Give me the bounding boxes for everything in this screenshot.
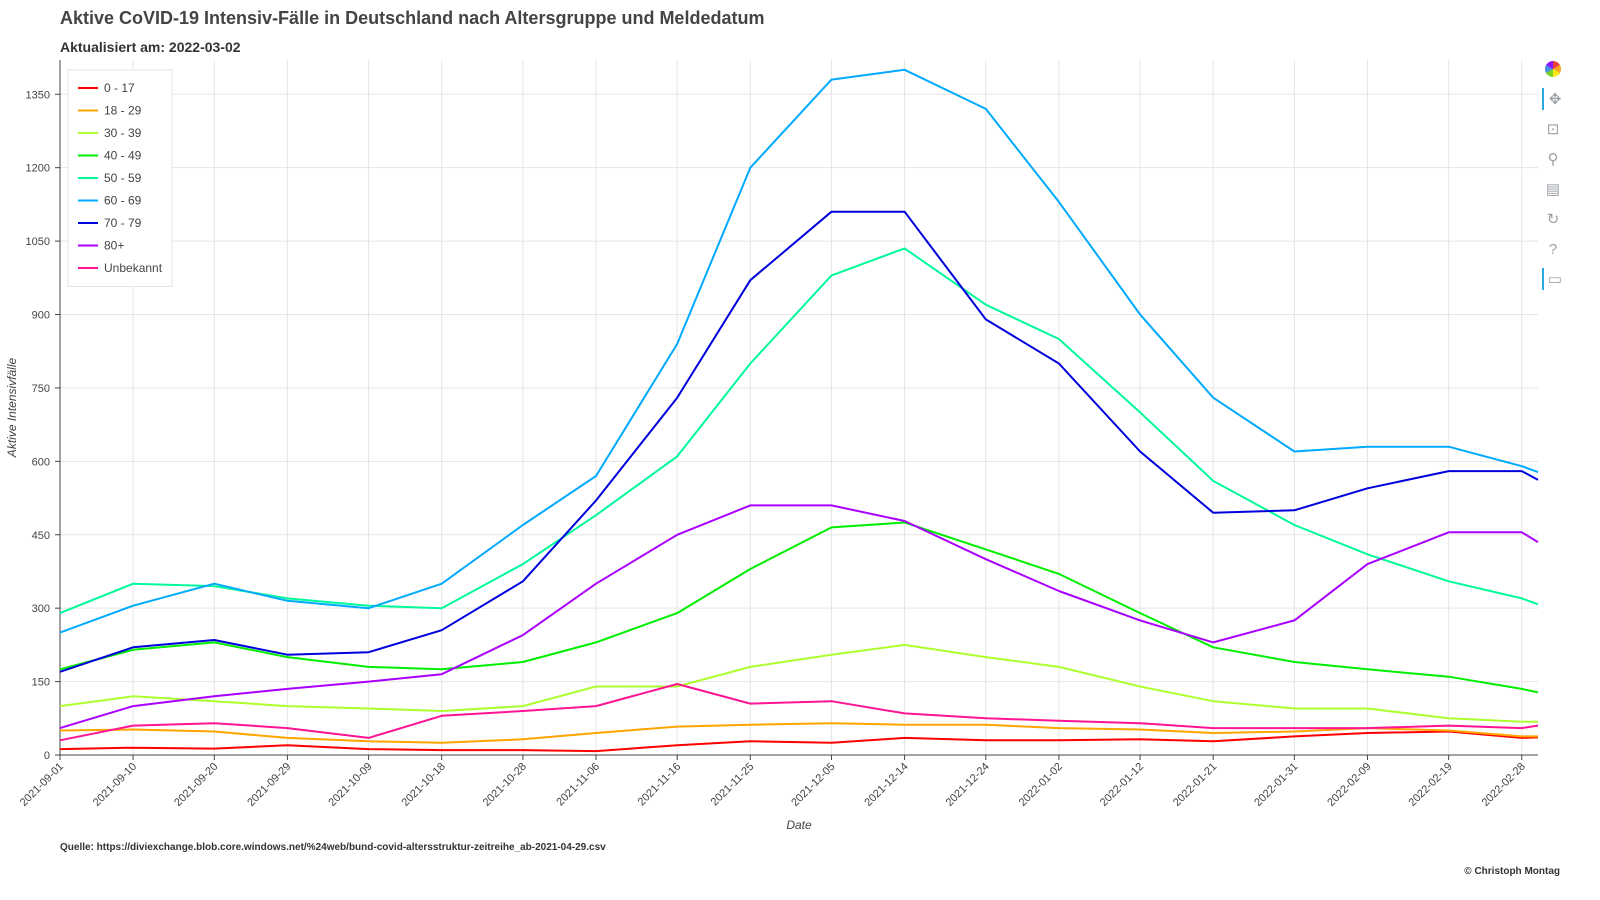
y-tick-label: 750 — [32, 383, 50, 395]
wheel-zoom-icon[interactable]: ⚲ — [1547, 151, 1559, 168]
y-tick-label: 600 — [32, 456, 50, 468]
x-tick-label: 2022-02-09 — [1325, 761, 1373, 809]
pan-icon[interactable]: ✥ — [1542, 88, 1566, 110]
y-tick-label: 1200 — [26, 163, 50, 175]
x-tick-label: 2021-12-14 — [862, 761, 910, 809]
legend-item: 80+ — [104, 239, 124, 253]
y-tick-label: 150 — [32, 677, 50, 689]
legend-item: 30 - 39 — [104, 126, 142, 140]
help-icon[interactable]: ? — [1548, 240, 1558, 258]
series-line — [59, 247, 1539, 615]
chart-title: Aktive CoVID-19 Intensiv-Fälle in Deutsc… — [60, 8, 765, 28]
reset-icon[interactable]: ↻ — [1546, 211, 1560, 228]
series-line — [59, 730, 1539, 753]
x-tick-label: 2021-12-24 — [944, 761, 992, 809]
x-tick-label: 2021-11-06 — [554, 761, 602, 809]
y-tick-label: 1350 — [26, 89, 50, 101]
x-tick-label: 2021-10-28 — [481, 761, 529, 809]
box-zoom-icon[interactable]: ⊡ — [1546, 121, 1560, 138]
x-tick-label: 2021-11-16 — [636, 761, 684, 809]
y-tick-label: 0 — [44, 750, 50, 762]
x-tick-label: 2021-12-05 — [789, 761, 837, 809]
chart-subtitle: Aktualisiert am: 2022-03-02 — [60, 39, 241, 55]
x-tick-label: 2021-10-18 — [400, 761, 448, 809]
credit-note: © Christoph Montag — [1464, 866, 1560, 877]
series-line — [59, 643, 1538, 723]
y-tick-label: 1050 — [26, 236, 50, 248]
series-line — [59, 722, 1538, 744]
legend-item: 70 - 79 — [104, 216, 142, 230]
x-tick-label: 2022-02-28 — [1480, 761, 1528, 809]
x-tick-label: 2022-01-31 — [1252, 761, 1300, 809]
y-axis-label: Aktive Intensivfälle — [5, 357, 19, 458]
hover-icon[interactable]: ▭ — [1542, 268, 1566, 290]
legend-item: 40 - 49 — [104, 149, 142, 163]
series-line — [59, 210, 1539, 673]
x-tick-label: 2021-09-10 — [91, 761, 139, 809]
source-note: Quelle: https://diviexchange.blob.core.w… — [60, 842, 606, 853]
x-tick-label: 2022-01-21 — [1171, 761, 1219, 809]
series-line — [59, 68, 1539, 634]
legend-item: 0 - 17 — [104, 81, 135, 95]
x-axis-label: Date — [786, 818, 812, 832]
chart-toolbar: ✥ ⊡ ⚲ ▤ ↻ ? ▭ — [1540, 58, 1566, 308]
legend-item: 60 - 69 — [104, 194, 142, 208]
legend-item: 18 - 29 — [104, 104, 142, 118]
x-tick-label: 2021-10-09 — [326, 761, 374, 809]
y-tick-label: 900 — [32, 310, 50, 322]
x-tick-label: 2022-02-19 — [1407, 761, 1455, 809]
x-tick-label: 2021-11-25 — [709, 761, 757, 809]
y-tick-label: 450 — [32, 530, 50, 542]
logo-icon[interactable] — [1542, 58, 1564, 80]
x-tick-label: 2022-01-12 — [1098, 761, 1146, 809]
series-line — [59, 683, 1539, 742]
save-icon[interactable]: ▤ — [1545, 181, 1561, 198]
legend-item: 50 - 59 — [104, 171, 142, 185]
x-tick-label: 2022-01-02 — [1017, 761, 1065, 809]
series-line — [59, 504, 1539, 730]
x-tick-label: 2021-09-01 — [18, 761, 66, 809]
plot-area — [60, 60, 1538, 755]
legend-item: Unbekannt — [104, 261, 163, 275]
x-tick-label: 2021-09-29 — [245, 761, 293, 809]
y-tick-label: 300 — [32, 603, 50, 615]
series-line — [59, 521, 1539, 694]
x-tick-label: 2021-09-20 — [172, 761, 220, 809]
